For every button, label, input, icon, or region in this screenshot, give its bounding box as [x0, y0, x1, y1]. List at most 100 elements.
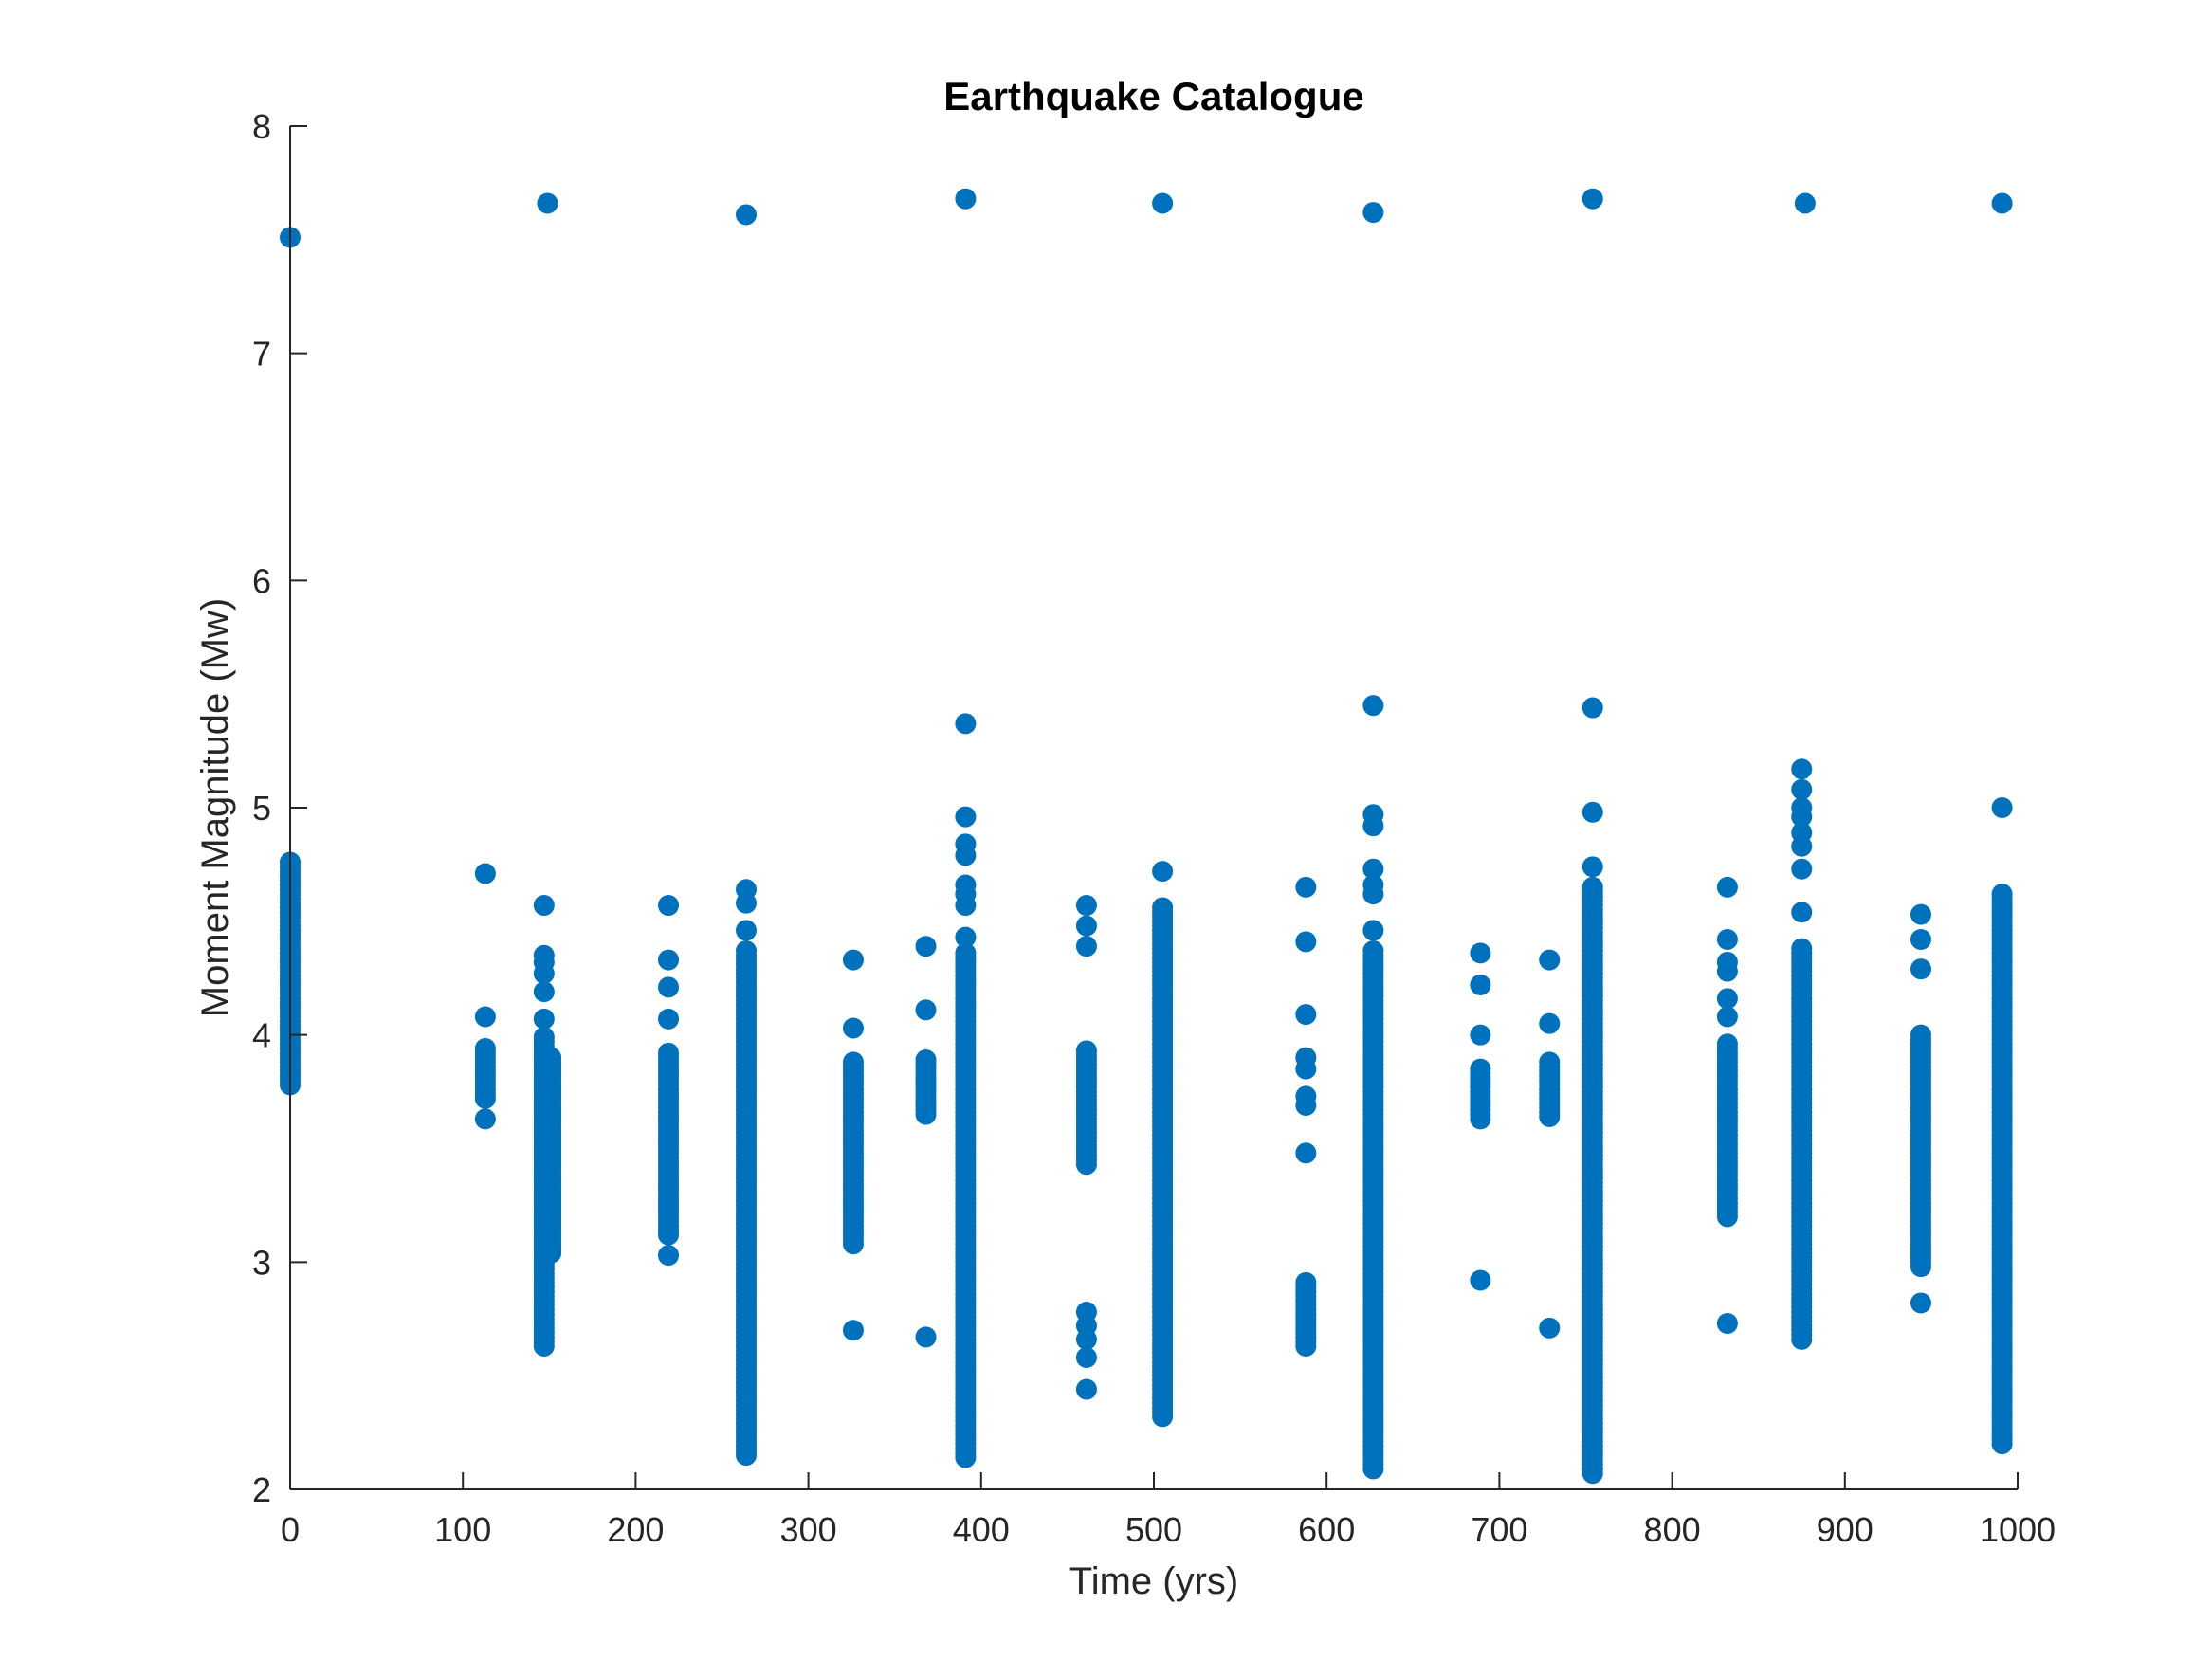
data-point — [1470, 974, 1491, 995]
data-point — [1295, 1058, 1317, 1080]
data-point — [1295, 1004, 1317, 1026]
y-tick-label: 5 — [252, 789, 271, 828]
x-tick-label: 100 — [434, 1510, 491, 1549]
data-point — [842, 949, 864, 971]
y-tick-label: 6 — [252, 561, 271, 600]
data-point — [1716, 960, 1738, 982]
data-point — [955, 188, 977, 210]
data-point — [1716, 1313, 1738, 1335]
data-point — [736, 939, 758, 961]
data-point — [842, 1320, 864, 1341]
data-point — [1716, 929, 1738, 951]
data-point — [1581, 801, 1603, 823]
data-point — [842, 1051, 864, 1073]
data-point — [1791, 835, 1813, 857]
data-point — [658, 895, 680, 917]
data-point — [1152, 861, 1174, 883]
data-point — [537, 192, 558, 214]
data-point — [1991, 884, 2013, 905]
data-point — [1581, 876, 1603, 898]
data-point — [915, 936, 937, 957]
data-point — [1295, 931, 1317, 953]
data-point — [474, 1038, 496, 1060]
data-point — [955, 806, 977, 828]
x-tick-label: 0 — [281, 1510, 300, 1549]
x-tick-label: 700 — [1471, 1510, 1527, 1549]
data-point — [1075, 1346, 1097, 1368]
y-tick-label: 3 — [252, 1243, 271, 1282]
x-tick-label: 400 — [953, 1510, 1010, 1549]
data-point — [915, 1049, 937, 1071]
data-point — [658, 976, 680, 998]
data-point — [1470, 942, 1491, 964]
x-axis-label: Time (yrs) — [1069, 1560, 1238, 1602]
data-point — [1910, 1292, 1931, 1314]
y-axis-label: Moment Magnitude (Mw) — [194, 598, 236, 1017]
data-point — [1791, 758, 1813, 780]
data-point — [658, 1008, 680, 1030]
data-point — [1470, 1024, 1491, 1046]
data-point — [1075, 895, 1097, 917]
data-point — [1716, 876, 1738, 898]
data-point — [1794, 192, 1816, 214]
data-point — [1581, 856, 1603, 878]
data-point — [658, 1042, 680, 1064]
x-tick-label: 600 — [1298, 1510, 1355, 1549]
data-point — [1991, 192, 2013, 214]
data-point — [1991, 797, 2013, 818]
data-point — [474, 863, 496, 884]
y-tick-label: 2 — [252, 1470, 271, 1509]
data-point — [1075, 936, 1097, 957]
data-point — [1152, 192, 1174, 214]
data-point — [540, 1047, 562, 1068]
y-tick-label: 4 — [252, 1016, 271, 1055]
data-point — [1581, 188, 1603, 210]
data-point — [1910, 929, 1931, 951]
data-point — [736, 920, 758, 941]
x-tick-label: 1000 — [1980, 1510, 2056, 1549]
data-point — [1362, 858, 1384, 880]
data-point — [1791, 858, 1813, 880]
data-point — [533, 981, 555, 1003]
x-tick-label: 300 — [780, 1510, 837, 1549]
data-point — [1295, 876, 1317, 898]
data-point — [736, 204, 758, 226]
data-point — [1716, 1033, 1738, 1055]
data-point — [1362, 920, 1384, 941]
data-point — [955, 926, 977, 948]
data-point — [1295, 1094, 1317, 1116]
data-point — [955, 713, 977, 735]
data-point — [1362, 815, 1384, 837]
data-point — [1295, 1271, 1317, 1293]
data-point — [1539, 949, 1561, 971]
data-point — [1791, 778, 1813, 800]
data-point — [1539, 1051, 1561, 1073]
data-point — [915, 1326, 937, 1348]
data-point — [533, 895, 555, 917]
data-point — [955, 845, 977, 866]
x-tick-label: 800 — [1644, 1510, 1701, 1549]
data-point — [1362, 202, 1384, 224]
data-point — [1470, 1269, 1491, 1291]
data-point — [1791, 806, 1813, 828]
data-point — [658, 1245, 680, 1267]
chart-title: Earthquake Catalogue — [943, 74, 1363, 118]
data-point — [736, 892, 758, 914]
data-point — [1791, 902, 1813, 923]
data-point — [533, 962, 555, 984]
scatter-marks — [280, 188, 2013, 1485]
data-point — [842, 1017, 864, 1039]
data-point — [1716, 988, 1738, 1010]
data-point — [955, 942, 977, 964]
data-point — [1539, 1012, 1561, 1034]
data-point — [474, 1108, 496, 1130]
data-point — [1362, 939, 1384, 961]
data-point — [955, 895, 977, 917]
data-point — [1539, 1317, 1561, 1339]
data-point — [474, 1006, 496, 1028]
data-point — [1910, 958, 1931, 980]
data-point — [1075, 1040, 1097, 1062]
data-point — [1581, 697, 1603, 719]
data-point — [1075, 1328, 1097, 1350]
